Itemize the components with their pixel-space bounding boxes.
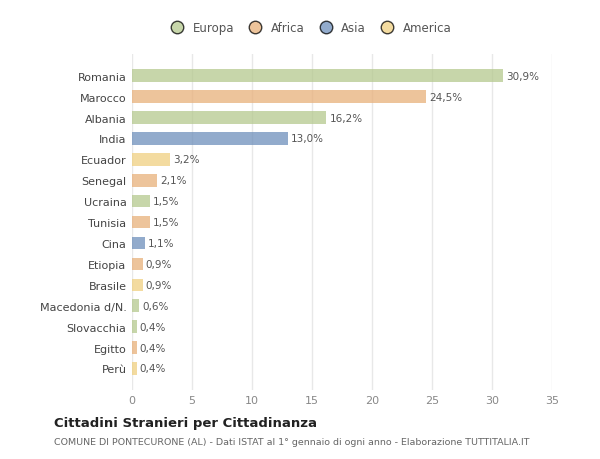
Legend: Europa, Africa, Asia, America: Europa, Africa, Asia, America <box>161 17 456 40</box>
Text: 3,2%: 3,2% <box>173 155 200 165</box>
Bar <box>132 112 326 124</box>
Bar <box>132 341 137 354</box>
Bar <box>132 196 150 208</box>
Bar <box>132 216 150 229</box>
Text: 0,6%: 0,6% <box>142 301 169 311</box>
Bar <box>132 300 139 312</box>
Text: 0,9%: 0,9% <box>146 259 172 269</box>
Text: 0,4%: 0,4% <box>140 343 166 353</box>
Bar <box>132 237 145 250</box>
Text: COMUNE DI PONTECURONE (AL) - Dati ISTAT al 1° gennaio di ogni anno - Elaborazion: COMUNE DI PONTECURONE (AL) - Dati ISTAT … <box>54 437 530 446</box>
Bar <box>132 279 143 291</box>
Bar <box>132 91 426 104</box>
Text: 1,5%: 1,5% <box>153 218 179 228</box>
Text: Cittadini Stranieri per Cittadinanza: Cittadini Stranieri per Cittadinanza <box>54 416 317 429</box>
Bar <box>132 321 137 333</box>
Text: 0,9%: 0,9% <box>146 280 172 290</box>
Text: 0,4%: 0,4% <box>140 364 166 374</box>
Bar <box>132 133 288 146</box>
Text: 13,0%: 13,0% <box>291 134 324 144</box>
Bar <box>132 174 157 187</box>
Bar <box>132 258 143 271</box>
Text: 0,4%: 0,4% <box>140 322 166 332</box>
Text: 30,9%: 30,9% <box>506 72 539 82</box>
Text: 1,1%: 1,1% <box>148 239 175 248</box>
Text: 24,5%: 24,5% <box>429 92 462 102</box>
Text: 16,2%: 16,2% <box>329 113 362 123</box>
Text: 1,5%: 1,5% <box>153 197 179 207</box>
Bar <box>132 154 170 166</box>
Bar <box>132 363 137 375</box>
Bar <box>132 70 503 83</box>
Text: 2,1%: 2,1% <box>160 176 187 186</box>
